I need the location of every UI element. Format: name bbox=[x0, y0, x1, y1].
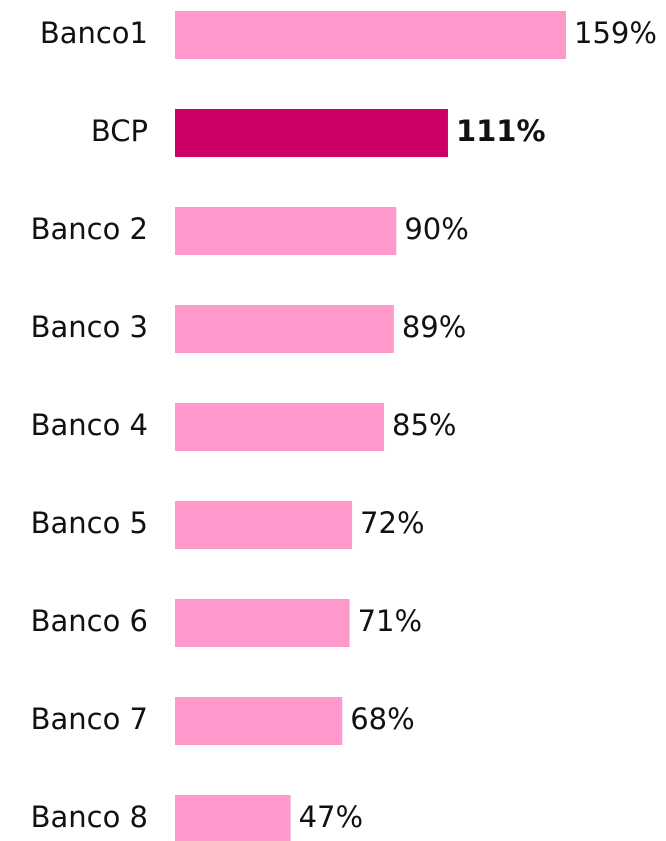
category-label: Banco 3 bbox=[31, 310, 148, 344]
bar bbox=[175, 697, 343, 745]
value-label: 72% bbox=[360, 506, 424, 540]
value-label: 159% bbox=[574, 16, 657, 50]
bar bbox=[175, 501, 353, 549]
value-label: 71% bbox=[358, 604, 422, 638]
category-label: Banco1 bbox=[40, 16, 148, 50]
category-label: Banco 2 bbox=[31, 212, 148, 246]
bar bbox=[175, 305, 394, 353]
value-label: 68% bbox=[350, 702, 414, 736]
category-label: Banco 7 bbox=[31, 702, 148, 736]
category-label: BCP bbox=[91, 114, 148, 148]
category-label: Banco 5 bbox=[31, 506, 148, 540]
bar bbox=[175, 11, 566, 59]
bar bbox=[175, 207, 397, 255]
value-label: 89% bbox=[402, 310, 466, 344]
value-label: 90% bbox=[404, 212, 468, 246]
value-label: 85% bbox=[392, 408, 456, 442]
bar bbox=[175, 795, 291, 841]
category-label: Banco 8 bbox=[31, 800, 148, 834]
value-label: 47% bbox=[299, 800, 363, 834]
category-label: Banco 4 bbox=[31, 408, 148, 442]
bar bbox=[175, 403, 385, 451]
bar bbox=[175, 109, 448, 157]
bar bbox=[175, 599, 350, 647]
category-label: Banco 6 bbox=[31, 604, 148, 638]
value-label: 111% bbox=[456, 114, 546, 148]
